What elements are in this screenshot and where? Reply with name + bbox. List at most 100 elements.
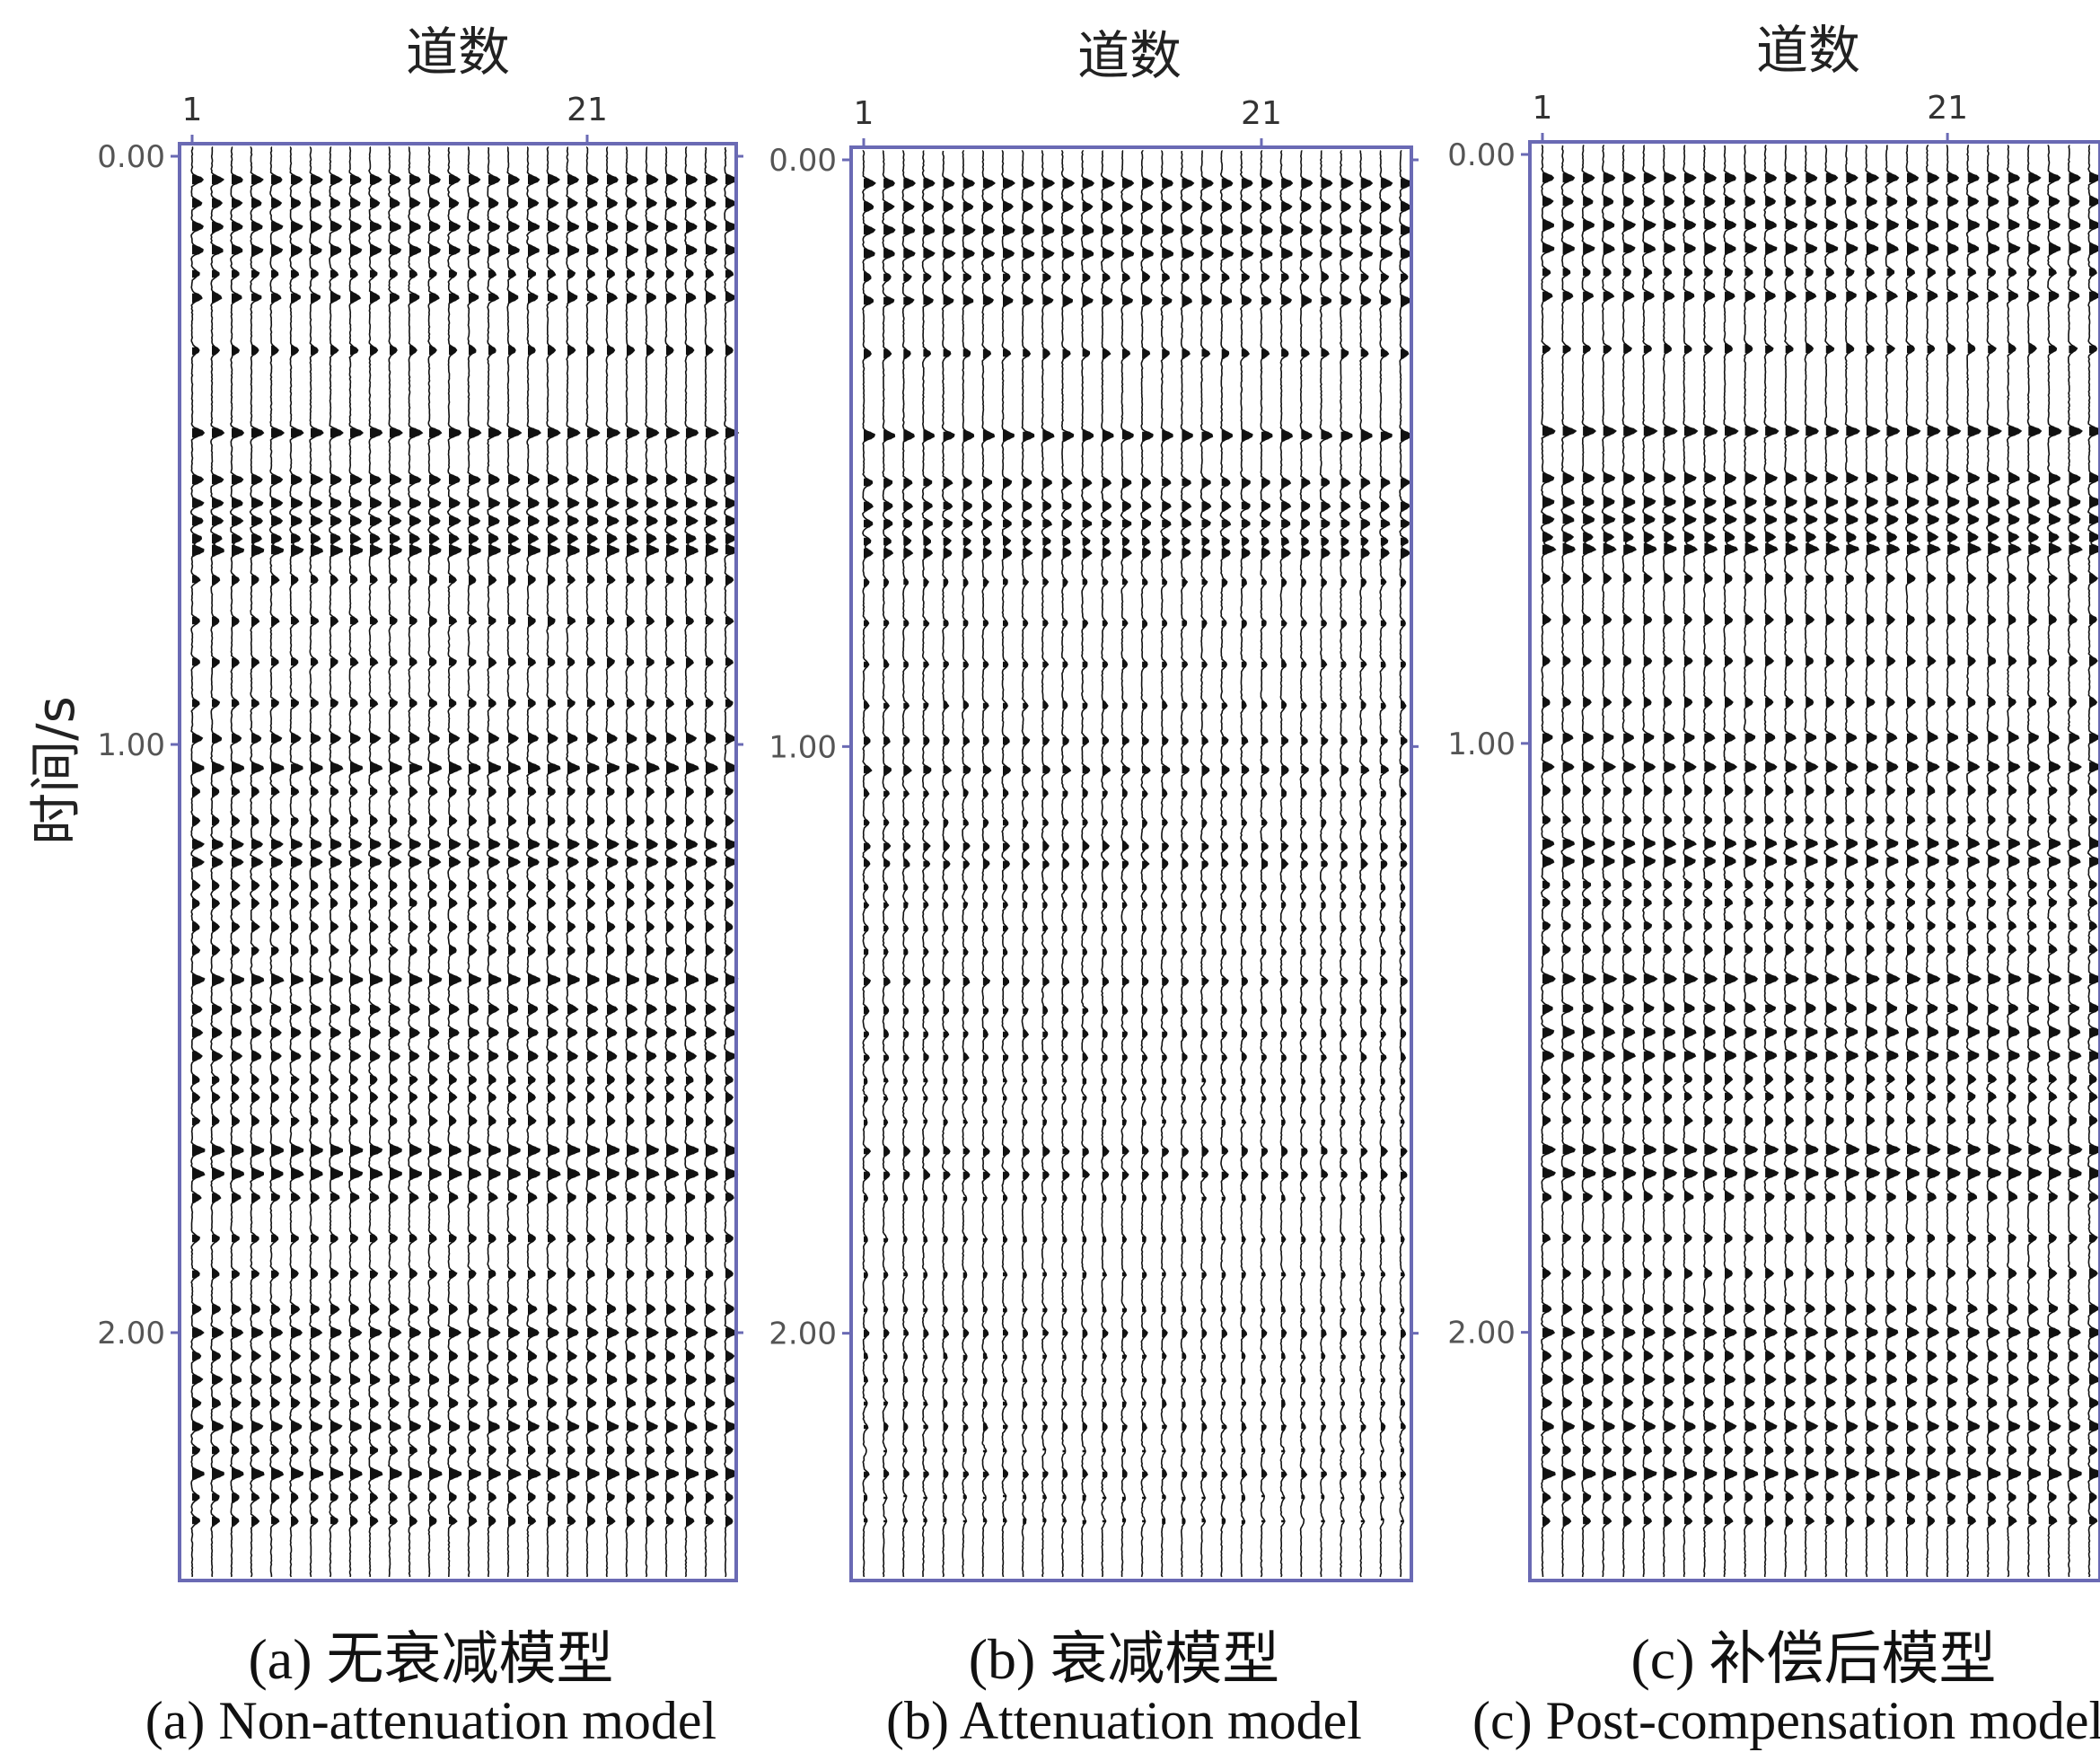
trace-fill <box>1201 178 1213 1523</box>
trace-fill <box>1281 178 1293 1523</box>
panel-b: 道数 1 21 0.00 1.00 2.00 <box>769 25 1419 1582</box>
trace-fill <box>1321 178 1332 1523</box>
x-tick-label: 21 <box>1241 95 1282 132</box>
trace-fill <box>982 178 995 1523</box>
y-tick-label: 2.00 <box>1447 1316 1516 1352</box>
trace-fill <box>1866 172 1880 1527</box>
panel-c: 道数 1 21 0.00 1.00 2.00 <box>1447 20 2100 1582</box>
y-tick-label: 1.00 <box>769 729 837 765</box>
caption-b-zh: (b) 衰减模型 <box>968 1627 1280 1691</box>
trace-fill <box>1023 178 1034 1525</box>
trace-fill <box>587 174 600 1527</box>
trace-fill <box>666 174 680 1525</box>
trace-fill <box>923 178 935 1523</box>
trace-fill <box>429 174 442 1527</box>
trace-fill <box>251 174 264 1527</box>
x-tick-label: 1 <box>854 95 874 132</box>
trace-fill <box>1947 172 1961 1525</box>
trace-fill <box>212 174 224 1527</box>
trace-fill <box>469 174 481 1527</box>
trace-fill <box>1142 178 1154 1523</box>
trace-fill <box>1162 178 1173 1525</box>
y-tick-label: 1.00 <box>97 727 165 763</box>
trace-fill <box>508 174 522 1527</box>
trace-fill <box>646 174 659 1527</box>
panel-a: 道数 1 21 0.00 1.00 2.00 <box>97 22 743 1582</box>
trace-fill <box>1704 172 1718 1525</box>
trace-fill <box>192 174 205 1525</box>
trace-fill <box>271 174 284 1525</box>
trace-fill <box>1221 178 1234 1525</box>
plot-frame <box>849 145 1413 1582</box>
trace-fill <box>1301 178 1313 1500</box>
trace-fill <box>1725 172 1738 1525</box>
trace-fill <box>1967 172 1981 1525</box>
caption-b-en: (b) Attenuation model <box>886 1691 1362 1750</box>
trace-fill <box>528 174 540 1525</box>
y-tick-label: 1.00 <box>1447 726 1516 762</box>
trace-fill <box>1988 172 2001 1527</box>
trace-fill <box>1643 172 1657 1525</box>
plot-frame <box>1528 140 2100 1582</box>
trace-fill <box>2028 172 2042 1525</box>
plot-frame <box>178 142 738 1582</box>
trace-fill <box>883 178 895 1523</box>
x-tick-label: 21 <box>567 92 608 128</box>
trace-fill <box>2048 172 2061 1525</box>
trace-fill <box>1806 172 1819 1525</box>
trace-fill <box>1927 172 1940 1527</box>
trace-fill <box>330 174 343 1525</box>
trace-fill <box>706 174 718 1525</box>
trace-fill <box>2089 172 2100 1525</box>
trace-fill <box>370 174 382 1527</box>
trace-fill <box>1121 178 1134 1523</box>
trace-fill <box>607 174 619 1525</box>
trace-fill <box>1542 172 1556 1527</box>
x-tick-label: 1 <box>1533 90 1553 127</box>
y-tick-label: 0.00 <box>97 139 165 175</box>
trace-fill <box>1785 172 1799 1527</box>
caption-c-en: (c) Post-compensation model <box>1472 1691 2100 1750</box>
trace-fill <box>962 178 975 1523</box>
caption-c-zh: (c) 补偿后模型 <box>1630 1627 1997 1691</box>
trace-fill <box>488 174 501 1527</box>
trace-fill <box>1003 178 1015 1523</box>
trace-fill <box>1744 172 1758 1525</box>
trace-fill <box>1583 172 1596 1525</box>
trace-fill <box>1042 178 1054 1523</box>
trace-fill <box>1664 172 1677 1527</box>
x-axis-title-c: 道数 <box>1756 20 1860 81</box>
trace-fill <box>2069 172 2082 1525</box>
trace-fill <box>1846 172 1859 1527</box>
panels-group: 道数 1 21 0.00 1.00 2.00 道数 1 21 0.00 1.00 2.00 道数 1 21 0… <box>97 20 2100 1582</box>
trace-fill <box>548 174 560 1527</box>
trace-fill <box>350 174 363 1527</box>
x-tick-label: 21 <box>1927 90 1968 127</box>
y-tick-label: 2.00 <box>769 1316 837 1352</box>
trace-fill <box>1603 172 1616 1525</box>
trace-fill <box>232 174 244 1527</box>
y-axis-title: 时间/s <box>25 696 86 845</box>
trace-fill <box>903 178 915 1523</box>
trace-fill <box>2008 172 2021 1527</box>
trace-fill <box>1082 178 1094 1525</box>
trace-fill <box>864 178 875 1523</box>
trace-fill <box>1765 172 1779 1527</box>
trace-fill <box>311 174 323 1525</box>
trace-fill <box>1401 178 1412 1523</box>
trace-fill <box>725 174 738 1527</box>
x-tick-label: 1 <box>182 92 203 128</box>
trace-fill <box>1102 178 1114 1523</box>
x-axis-title-b: 道数 <box>1077 25 1182 86</box>
y-tick-label: 0.00 <box>1447 137 1516 173</box>
y-tick-label: 2.00 <box>97 1316 165 1352</box>
trace-fill <box>1623 172 1637 1527</box>
trace-fill <box>291 174 303 1527</box>
trace-fill <box>409 174 423 1527</box>
trace-fill <box>686 174 699 1527</box>
trace-fill <box>390 174 402 1525</box>
trace-fill <box>1182 178 1194 1525</box>
trace-fill <box>1907 172 1920 1525</box>
x-axis-title-a: 道数 <box>406 22 510 83</box>
